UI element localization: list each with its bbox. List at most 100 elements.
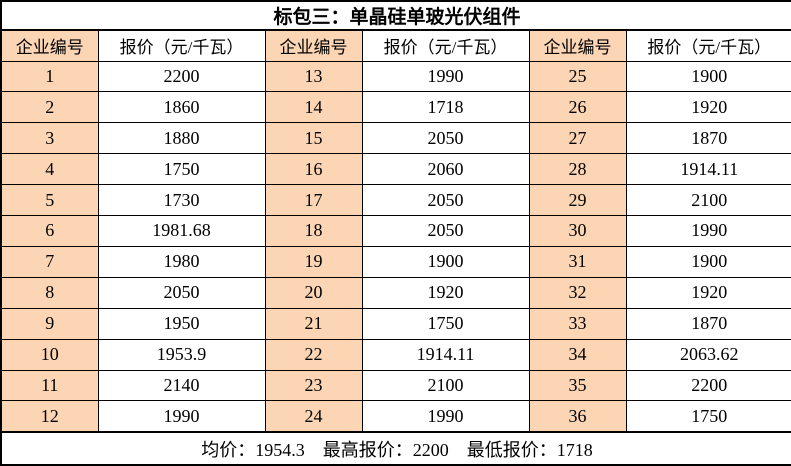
price-cell: 1914.11 [625,153,791,186]
header-price: 报价（元/千瓦） [625,29,791,62]
max-price-value: 2200 [412,439,449,460]
table-body: 1 2200 13 1990 25 1900 2 1860 14 1718 26 1920 3 1880 1… [0,60,791,433]
price-cell: 1990 [625,215,791,247]
company-id-cell: 2 [0,91,99,124]
price-cell: 1990 [97,400,266,433]
company-id-cell: 26 [528,91,627,124]
company-id-cell: 35 [528,369,627,402]
company-id-cell: 25 [528,60,627,93]
company-id-cell: 1 [0,60,99,93]
max-price-label: 最高报价： [322,439,413,460]
company-id-cell: 13 [264,60,363,93]
table-row: 6 1981.68 18 2050 30 1990 [0,215,791,247]
table-row: 12 1990 24 1990 36 1750 [0,400,791,433]
company-id-cell: 27 [528,122,627,155]
min-price-value: 1718 [556,439,593,460]
price-cell: 1900 [625,245,791,278]
average-price: 均价：1954.3 [201,436,305,462]
company-id-cell: 31 [528,245,627,278]
price-cell: 2050 [361,215,530,247]
company-id-cell: 34 [528,338,627,371]
header-company-id: 企业编号 [528,29,627,62]
price-cell: 1900 [361,245,530,278]
average-price-value: 1954.3 [255,439,305,460]
price-cell: 1870 [625,122,791,155]
title-row: 标包三：单晶硅单玻光伏组件 [0,0,791,31]
table-row: 2 1860 14 1718 26 1920 [0,91,791,124]
company-id-cell: 29 [528,184,627,217]
company-id-cell: 17 [264,184,363,217]
header-price: 报价（元/千瓦） [97,29,266,62]
price-cell: 1920 [625,276,791,309]
price-cell: 1860 [97,91,266,124]
price-cell: 1750 [625,400,791,433]
price-cell: 1980 [97,245,266,278]
header-price: 报价（元/千瓦） [361,29,530,62]
price-cell: 1750 [361,307,530,340]
table-row: 8 2050 20 1920 32 1920 [0,276,791,309]
price-cell: 1990 [361,400,530,433]
company-id-cell: 7 [0,245,99,278]
company-id-cell: 6 [0,215,99,247]
company-id-cell: 30 [528,215,627,247]
company-id-cell: 24 [264,400,363,433]
company-id-cell: 5 [0,184,99,217]
company-id-cell: 18 [264,215,363,247]
min-price: 最低报价：1718 [467,436,593,462]
company-id-cell: 11 [0,369,99,402]
company-id-cell: 32 [528,276,627,309]
table-row: 9 1950 21 1750 33 1870 [0,307,791,340]
company-id-cell: 4 [0,153,99,186]
price-cell: 2200 [97,60,266,93]
company-id-cell: 21 [264,307,363,340]
table-row: 7 1980 19 1900 31 1900 [0,245,791,278]
header-company-id: 企业编号 [0,29,99,62]
table-row: 3 1880 15 2050 27 1870 [0,122,791,155]
summary-row: 均价：1954.3 最高报价：2200 最低报价：1718 [0,431,791,466]
price-cell: 2050 [361,122,530,155]
min-price-label: 最低报价： [466,439,557,460]
price-cell: 1870 [625,307,791,340]
price-cell: 2060 [361,153,530,186]
company-id-cell: 9 [0,307,99,340]
company-id-cell: 10 [0,338,99,371]
company-id-cell: 12 [0,400,99,433]
table-row: 1 2200 13 1990 25 1900 [0,60,791,93]
company-id-cell: 15 [264,122,363,155]
price-cell: 2100 [625,184,791,217]
price-cell: 1981.68 [97,215,266,247]
average-price-label: 均价： [201,439,256,460]
price-cell: 1914.11 [361,338,530,371]
table-row: 10 1953.9 22 1914.11 34 2063.62 [0,338,791,371]
company-id-cell: 19 [264,245,363,278]
company-id-cell: 16 [264,153,363,186]
price-cell: 2100 [361,369,530,402]
price-cell: 1920 [625,91,791,124]
price-cell: 2140 [97,369,266,402]
price-cell: 2063.62 [625,338,791,371]
price-cell: 1718 [361,91,530,124]
table-title: 标包三：单晶硅单玻光伏组件 [0,0,791,31]
header-row: 企业编号 报价（元/千瓦） 企业编号 报价（元/千瓦） 企业编号 报价（元/千瓦… [0,29,791,62]
price-cell: 1730 [97,184,266,217]
price-cell: 2050 [361,184,530,217]
price-cell: 1950 [97,307,266,340]
table-row: 4 1750 16 2060 28 1914.11 [0,153,791,186]
company-id-cell: 28 [528,153,627,186]
price-cell: 1953.9 [97,338,266,371]
company-id-cell: 23 [264,369,363,402]
table-row: 5 1730 17 2050 29 2100 [0,184,791,217]
company-id-cell: 36 [528,400,627,433]
price-cell: 1750 [97,153,266,186]
table-row: 11 2140 23 2100 35 2200 [0,369,791,402]
max-price: 最高报价：2200 [323,436,449,462]
header-company-id: 企业编号 [264,29,363,62]
company-id-cell: 33 [528,307,627,340]
company-id-cell: 20 [264,276,363,309]
company-id-cell: 8 [0,276,99,309]
price-cell: 1900 [625,60,791,93]
price-cell: 1990 [361,60,530,93]
company-id-cell: 22 [264,338,363,371]
